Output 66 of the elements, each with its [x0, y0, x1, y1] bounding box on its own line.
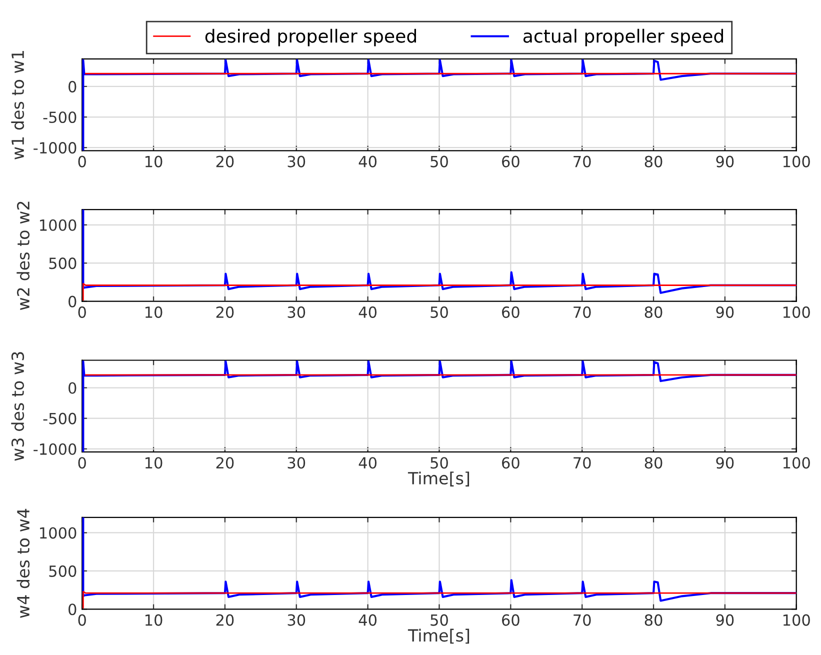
- x-tick-label: 80: [644, 156, 662, 168]
- x-tick-label: 100: [783, 156, 810, 168]
- x-tick-label: 50: [430, 614, 448, 626]
- y-tick-label: -1000: [34, 443, 76, 455]
- x-tick-label: 100: [783, 457, 810, 469]
- x-tick-label: 40: [358, 156, 377, 168]
- y-axis-title: w3 des to w3: [11, 352, 24, 461]
- x-tick-label: 80: [644, 457, 662, 469]
- x-tick-label: 100: [783, 614, 810, 626]
- y-axis-title: w4 des to w4: [16, 508, 30, 618]
- x-tick-label: 0: [78, 614, 86, 626]
- y-tick-label: -1000: [34, 142, 76, 154]
- x-tick-label: 50: [430, 306, 448, 318]
- x-tick-label: 30: [288, 156, 306, 168]
- x-tick-label: 50: [430, 156, 448, 168]
- x-tick-label: 60: [502, 306, 520, 318]
- x-tick-label: 90: [716, 306, 734, 318]
- y-tick-label: 0: [68, 382, 76, 394]
- y-tick-label: 0: [68, 296, 76, 308]
- y-axis-title: w1 des to w1: [11, 51, 24, 160]
- x-tick-label: 20: [216, 306, 234, 318]
- x-tick-label: 90: [716, 457, 734, 469]
- x-tick-label: 30: [288, 306, 306, 318]
- x-tick-label: 50: [430, 457, 448, 469]
- legend-label: desired propeller speed: [205, 28, 416, 46]
- y-tick-label: 500: [49, 258, 76, 270]
- x-tick-label: 10: [145, 457, 162, 469]
- x-tick-label: 80: [644, 306, 662, 318]
- x-tick-label: 70: [574, 457, 591, 469]
- x-tick-label: 40: [358, 614, 377, 626]
- x-tick-label: 60: [502, 457, 520, 469]
- x-tick-label: 20: [216, 614, 234, 626]
- x-tick-label: 80: [644, 614, 662, 626]
- y-tick-label: -500: [43, 412, 76, 424]
- line-series: [82, 360, 796, 452]
- line-series: [82, 59, 796, 150]
- x-tick-label: 10: [145, 614, 162, 626]
- x-tick-label: 10: [145, 156, 162, 168]
- x-tick-label: 100: [783, 306, 810, 318]
- x-axis-title: Time[s]: [408, 628, 470, 644]
- x-tick-label: 0: [78, 457, 86, 469]
- x-tick-label: 0: [78, 156, 86, 168]
- x-tick-label: 70: [574, 614, 591, 626]
- y-tick-label: -500: [43, 111, 76, 124]
- x-tick-label: 40: [358, 457, 377, 469]
- x-axis-title: Time[s]: [408, 472, 470, 486]
- x-tick-label: 60: [502, 156, 520, 168]
- x-tick-label: 60: [502, 614, 520, 626]
- x-tick-label: 30: [288, 457, 306, 469]
- x-tick-label: 90: [716, 614, 734, 626]
- y-tick-label: 500: [49, 565, 76, 577]
- y-axis-title: w2 des to w2: [16, 202, 30, 310]
- x-tick-label: 90: [716, 156, 734, 168]
- x-tick-label: 20: [216, 457, 234, 469]
- y-tick-label: 0: [68, 80, 76, 92]
- y-tick-label: 1000: [40, 219, 76, 231]
- y-tick-label: 1000: [40, 527, 76, 539]
- x-tick-label: 0: [78, 306, 86, 318]
- x-tick-label: 70: [574, 156, 591, 168]
- x-tick-label: 70: [574, 306, 591, 318]
- x-tick-label: 30: [288, 614, 306, 626]
- legend-label: actual propeller speed: [523, 28, 724, 46]
- y-tick-label: 0: [68, 604, 76, 616]
- x-tick-label: 20: [216, 156, 234, 168]
- x-tick-label: 10: [145, 306, 162, 318]
- x-tick-label: 40: [358, 306, 377, 318]
